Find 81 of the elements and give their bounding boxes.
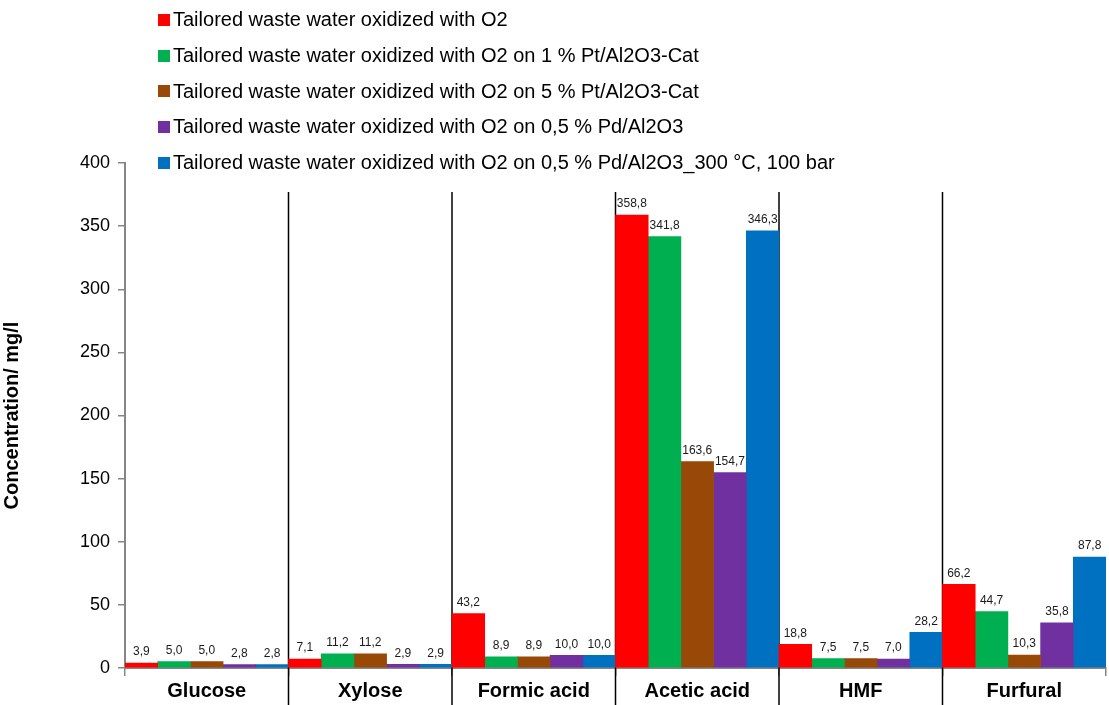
data-label: 2,8 — [263, 645, 281, 660]
data-label: 3,9 — [133, 644, 151, 659]
data-label: 8,9 — [492, 638, 510, 653]
data-label: 341,8 — [649, 217, 680, 232]
data-label: 18,8 — [783, 625, 808, 640]
bar — [517, 656, 551, 668]
bar — [778, 643, 813, 668]
bar — [320, 653, 355, 668]
bar — [288, 658, 322, 668]
y-tick-label: 300 — [79, 278, 110, 299]
legend-label: Tailored waste water oxidized with O2 on 0,5 % Pd/Al2O3 — [173, 114, 684, 140]
bar — [582, 655, 616, 668]
y-tick-label: 100 — [79, 530, 110, 551]
y-axis-title: Concentration/ mg/l — [0, 321, 22, 510]
data-label: 163,6 — [682, 442, 713, 457]
data-label: 2,9 — [427, 645, 445, 660]
bar — [745, 230, 780, 668]
bar — [942, 584, 976, 668]
data-label: 2,8 — [231, 645, 249, 660]
y-tick-label: 200 — [79, 404, 110, 425]
bar — [386, 664, 420, 668]
data-label: 10,0 — [587, 636, 612, 651]
legend-label: Tailored waste water oxidized with O2 on 1 % Pt/Al2O3-Cat — [173, 42, 699, 68]
bar — [190, 661, 224, 668]
x-tick-label: Glucose — [167, 678, 247, 701]
y-tick-label: 350 — [79, 215, 110, 236]
data-label: 11,2 — [326, 635, 350, 650]
x-tick-label: Acetic acid — [644, 678, 751, 701]
bar — [1072, 556, 1106, 668]
x-tick-label: Furfural — [986, 678, 1063, 701]
data-label: 35,8 — [1045, 604, 1069, 619]
bar — [484, 656, 518, 668]
y-tick-label: 400 — [79, 151, 110, 172]
bar — [844, 658, 878, 668]
y-tick-label: 250 — [79, 341, 110, 362]
bar — [222, 664, 257, 668]
data-label: 7,5 — [852, 639, 870, 654]
x-tick-label: Formic acid — [477, 678, 590, 701]
data-label: 10,0 — [554, 636, 579, 651]
legend-label: Tailored waste water oxidized with O2 on 0,5 % Pd/Al2O3_300 °C, 100 bar — [173, 150, 835, 176]
bar — [255, 664, 289, 668]
data-label: 7,1 — [296, 640, 314, 655]
bar — [811, 658, 845, 668]
legend-label: Tailored waste water oxidized with O2 — [173, 7, 508, 32]
bar — [713, 472, 747, 668]
x-tick-label: HMF — [839, 678, 883, 701]
data-label: 8,9 — [525, 638, 543, 653]
bar — [876, 658, 911, 668]
data-label: 346,3 — [747, 212, 778, 227]
data-label: 358,8 — [616, 196, 648, 211]
data-label: 7,0 — [885, 640, 903, 655]
data-label: 43,2 — [456, 594, 481, 609]
legend-label: Tailored waste water oxidized with O2 on 5 % Pt/Al2O3-Cat — [173, 78, 699, 104]
data-label: 5,0 — [165, 643, 183, 657]
bar — [125, 662, 159, 668]
bar — [680, 461, 714, 668]
bar — [1007, 654, 1041, 668]
y-tick-label: 50 — [89, 593, 110, 614]
bar — [418, 664, 453, 668]
data-label: 44,7 — [979, 592, 1004, 607]
y-tick-label: 0 — [99, 656, 110, 677]
data-label: 154,7 — [714, 454, 746, 468]
bar — [909, 632, 943, 668]
data-label: 11,2 — [359, 635, 382, 650]
bar — [157, 661, 191, 668]
bar — [1040, 622, 1074, 668]
bar — [353, 653, 387, 668]
bar — [451, 613, 486, 668]
data-label: 7,5 — [819, 639, 837, 654]
bar — [615, 214, 649, 668]
data-label: 5,0 — [198, 643, 216, 657]
bar — [647, 236, 682, 668]
bar — [974, 611, 1009, 668]
data-label: 66,2 — [947, 565, 971, 580]
y-tick-label: 150 — [79, 467, 110, 488]
data-label: 28,2 — [914, 613, 939, 628]
x-tick-label: Xylose — [338, 678, 403, 701]
data-label: 2,9 — [394, 645, 412, 660]
data-label: 87,8 — [1077, 538, 1102, 553]
bar — [549, 655, 584, 668]
data-label: 10,3 — [1012, 636, 1037, 651]
